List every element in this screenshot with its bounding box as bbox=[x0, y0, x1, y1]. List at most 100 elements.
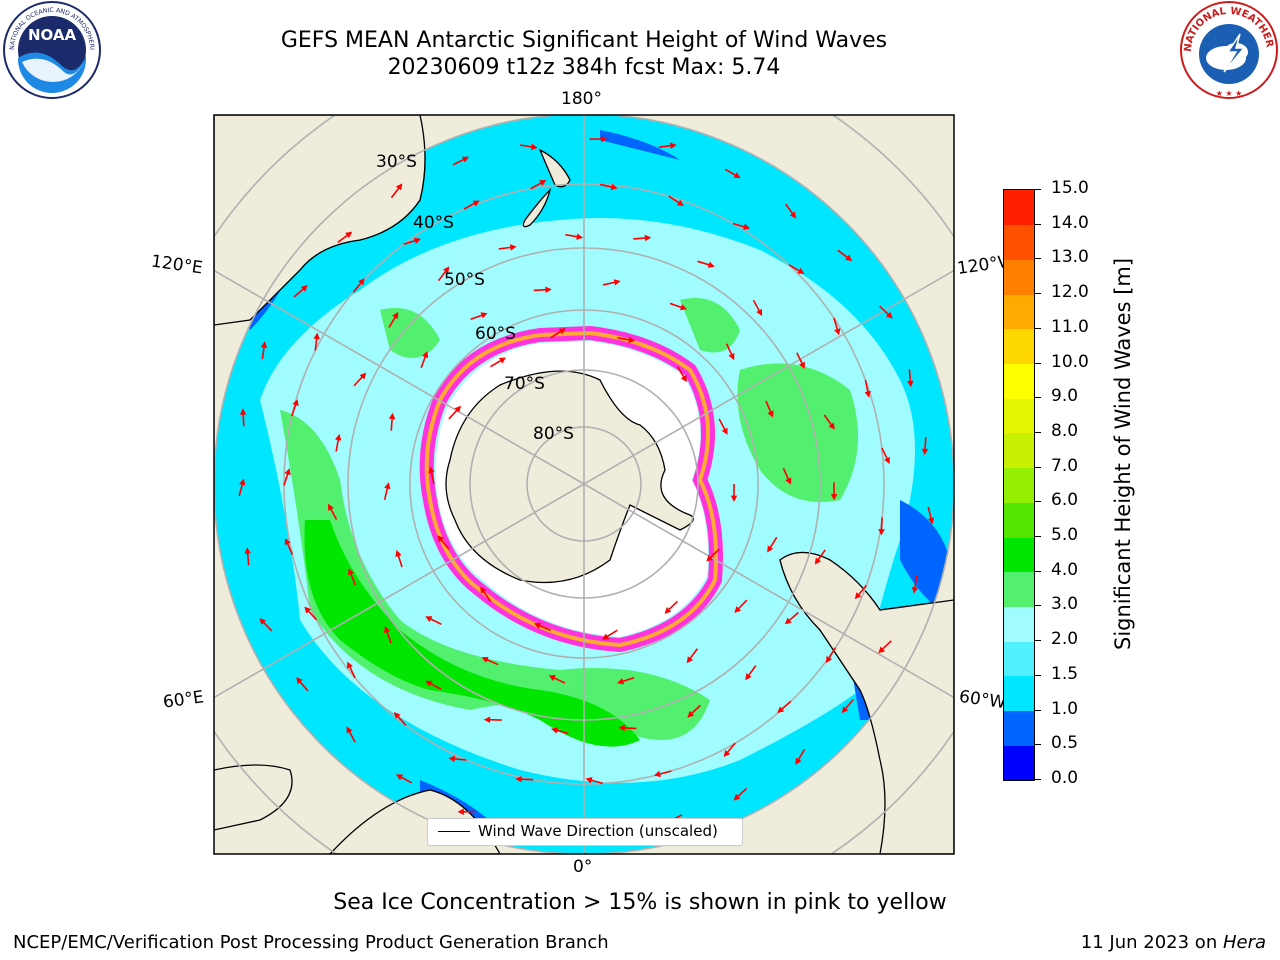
wind-wave-arrow-head bbox=[613, 279, 621, 286]
footer-date-text: 11 Jun 2023 on bbox=[1080, 932, 1223, 953]
wind-wave-arrow-head bbox=[395, 549, 402, 557]
sea-ice-caption: Sea Ice Concentration > 15% is shown in … bbox=[333, 890, 947, 915]
lat-label-80s: 80°S bbox=[533, 424, 574, 444]
wind-wave-arrow-head bbox=[795, 757, 802, 765]
wind-wave-arrow-head bbox=[618, 724, 625, 732]
wind-wave-arrow-head bbox=[548, 675, 556, 681]
colorbar-segment bbox=[1004, 675, 1034, 712]
lat-label-40s: 40°S bbox=[413, 213, 454, 233]
footer-date: 11 Jun 2023 on Hera bbox=[1081, 932, 1266, 953]
wind-wave-arrow-head bbox=[784, 617, 792, 625]
colorbar-tick-mark bbox=[1034, 709, 1041, 711]
wind-wave-arrow-head bbox=[585, 777, 593, 784]
colorbar-tick-label: 7.0 bbox=[1051, 455, 1079, 476]
wind-wave-arrow-head bbox=[743, 223, 751, 230]
colorbar-tick-label: 6.0 bbox=[1051, 490, 1079, 511]
wind-wave-arrow-head bbox=[745, 673, 752, 681]
wind-wave-arrow-head bbox=[425, 616, 433, 623]
wind-wave-arrow-head bbox=[834, 328, 841, 336]
colorbar-segment bbox=[1004, 745, 1034, 781]
colorbar-tick-label: 8.0 bbox=[1051, 420, 1079, 441]
wind-wave-arrow-head bbox=[346, 726, 353, 734]
map-subtitle: 20230609 t12z 384h fcst Max: 5.74 bbox=[387, 55, 781, 80]
colorbar-tick-label: 2.0 bbox=[1051, 629, 1079, 650]
colorbar-tick-mark bbox=[1034, 605, 1041, 607]
colorbar-tick-mark bbox=[1034, 431, 1041, 433]
colorbar-tick-mark bbox=[1034, 536, 1041, 538]
wind-wave-arrow-head bbox=[425, 680, 433, 687]
wind-wave-arrow-head bbox=[384, 626, 391, 634]
colorbar-tick-label: 1.5 bbox=[1051, 663, 1079, 684]
colorbar-tick-mark bbox=[1034, 570, 1041, 572]
wind-wave-arrow-head bbox=[392, 312, 399, 320]
wind-wave-arrow-head bbox=[602, 633, 610, 640]
wind-wave-arrow-head bbox=[911, 586, 919, 594]
colorbar-tick-label: 15.0 bbox=[1051, 178, 1089, 198]
colorbar-tick-mark bbox=[1034, 466, 1041, 468]
colorbar-segment bbox=[1004, 606, 1034, 642]
wind-wave-arrow-head bbox=[676, 199, 684, 206]
wind-wave-arrow-head bbox=[841, 706, 849, 714]
wind-wave-arrow-head bbox=[679, 304, 688, 311]
wind-wave-arrow-head bbox=[687, 710, 695, 718]
colorbar-segment bbox=[1004, 190, 1034, 226]
colorbar-tick-mark bbox=[1034, 744, 1041, 746]
wind-wave-arrow-head bbox=[601, 135, 608, 143]
wind-wave-arrow-head bbox=[483, 716, 491, 724]
lat-label-30s: 30°S bbox=[376, 152, 417, 172]
wind-wave-arrow-head bbox=[260, 341, 268, 348]
wind-wave-arrow-head bbox=[610, 183, 618, 191]
footer-host: Hera bbox=[1222, 932, 1266, 953]
wind-wave-arrow-head bbox=[413, 237, 421, 244]
wind-wave-arrow-head bbox=[669, 142, 677, 149]
wind-wave-arrow-head bbox=[461, 156, 470, 163]
wind-wave-arrow-head bbox=[723, 750, 731, 757]
wind-wave-arrow-head bbox=[789, 211, 797, 219]
wind-wave-arrow-head bbox=[885, 311, 893, 319]
wind-wave-arrow-head bbox=[907, 380, 914, 388]
colorbar-tick-label: 9.0 bbox=[1051, 386, 1079, 407]
colorbar-tick-label: 5.0 bbox=[1051, 525, 1079, 546]
new-zealand-north bbox=[538, 148, 571, 188]
wind-wave-arrow-head bbox=[384, 482, 391, 490]
svg-text:★ ★ ★: ★ ★ ★ bbox=[1216, 89, 1243, 98]
wind-wave-arrow-head bbox=[539, 180, 547, 186]
wind-wave-arrow-head bbox=[680, 374, 687, 383]
footer-branch: NCEP/EMC/Verification Post Processing Pr… bbox=[13, 932, 609, 953]
lon-label-0: 0° bbox=[573, 857, 593, 877]
wind-wave-arrow-head bbox=[304, 606, 312, 614]
wind-wave-arrow-head bbox=[348, 568, 355, 576]
wind-wave-arrow-head bbox=[313, 332, 320, 340]
wind-wave-arrow-head bbox=[664, 606, 672, 614]
colorbar-tick-mark bbox=[1034, 674, 1041, 676]
legend-label: Wind Wave Direction (unscaled) bbox=[478, 822, 718, 840]
colorbar-tick-label: 13.0 bbox=[1051, 247, 1089, 268]
colorbar-segment bbox=[1004, 537, 1034, 573]
colorbar-tick-mark bbox=[1034, 327, 1041, 329]
wind-wave-arrow-head bbox=[884, 456, 890, 465]
wind-wave-arrow-head bbox=[335, 433, 342, 441]
wind-wave-arrow-head bbox=[472, 200, 480, 207]
wind-wave-arrow-head bbox=[292, 399, 299, 407]
wind-wave-arrow-head bbox=[428, 466, 435, 474]
wind-wave-arrow-head bbox=[686, 656, 694, 664]
colorbar-tick-label: 14.0 bbox=[1051, 212, 1089, 233]
wind-wave-arrow-head bbox=[728, 352, 735, 361]
wind-wave-arrow-head bbox=[733, 793, 741, 801]
wind-wave-arrow-head bbox=[878, 646, 886, 654]
lon-label-180: 180° bbox=[561, 89, 602, 109]
wind-wave-arrow-head bbox=[244, 547, 251, 554]
colorbar-tick-label: 11.0 bbox=[1051, 316, 1089, 337]
wind-wave-arrow-head bbox=[814, 557, 822, 565]
wind-wave-arrow-head bbox=[448, 755, 456, 763]
wind-wave-arrow-head bbox=[730, 495, 738, 502]
wind-wave-arrow-head bbox=[515, 775, 522, 783]
colorbar-segment bbox=[1004, 328, 1034, 365]
colorbar-title: Significant Height of Wind Waves [m] bbox=[1111, 257, 1135, 650]
wind-wave-arrow-head bbox=[530, 143, 538, 151]
wind-wave-arrow-head bbox=[457, 808, 464, 815]
wind-wave-arrow-head bbox=[239, 408, 247, 415]
colorbar bbox=[1003, 189, 1035, 781]
wind-wave-arrow-head bbox=[509, 244, 517, 251]
wind-wave-arrow-head bbox=[864, 390, 871, 398]
